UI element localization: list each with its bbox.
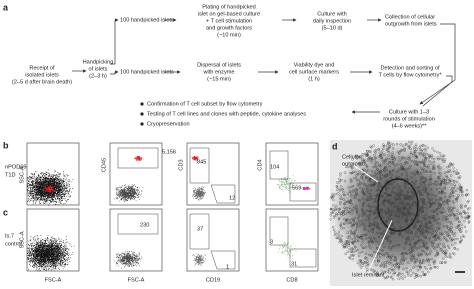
gate [289, 248, 317, 268]
step-label: daily inspection [313, 18, 351, 24]
step-label: rounds of stimulation [383, 116, 435, 122]
bullet-dots [140, 102, 144, 126]
bullet-text: Confirmation of T cell subset by flow cy… [147, 101, 263, 107]
panel-label: d [332, 141, 338, 151]
step-label: and growth factors [206, 25, 252, 31]
panel-label: b [3, 140, 9, 150]
step-label: 100 handpicked islets [120, 69, 174, 75]
step-label: (~15 min) [207, 76, 231, 82]
dots [301, 186, 311, 191]
step-label: 100 handpicked islets [120, 17, 174, 23]
plot-frame [186, 208, 240, 272]
step-label: of islets [89, 66, 108, 72]
flow-plots [26, 142, 319, 272]
axis-label: FSC-A [128, 277, 145, 283]
gate-count: 1 [226, 264, 229, 270]
dots [44, 185, 55, 193]
micrograph [329, 140, 472, 286]
step-label: cell surface markers [289, 69, 339, 75]
gate [117, 213, 159, 235]
gate-count: 3 [270, 239, 273, 245]
gate-count: 12 [229, 195, 235, 201]
gate-count: 230 [140, 222, 149, 228]
bullet-text: Testing of T cell lines and clones with … [147, 111, 306, 117]
gate-count: 845 [197, 159, 206, 165]
texts: a 100 handpicked islets Collection of ce… [3, 2, 442, 283]
step-label: islet on gel-based culture [198, 11, 260, 17]
axis-label: CD3 [178, 159, 184, 170]
axis-label: SSC-A [19, 166, 25, 183]
gate [117, 147, 159, 169]
step-label: (2–3 h) [89, 73, 107, 79]
gate [210, 184, 236, 204]
step-label: (2–5 d after brain death) [12, 79, 72, 85]
dots [114, 251, 142, 269]
step-label: outgrowth from islets [385, 21, 437, 27]
step-label: with enzyme [202, 69, 234, 75]
axis-label: FSC-A [45, 277, 62, 283]
plot-frame [265, 208, 319, 272]
step-label: Receipt of [29, 65, 55, 71]
dots [114, 183, 144, 202]
annotation: outgrowth [342, 161, 367, 167]
sample-label: Is.7 [5, 233, 14, 239]
step-label: Viability dye and [294, 62, 335, 68]
dots [191, 156, 199, 161]
step-label: Collection of cellular [385, 14, 435, 20]
gate [269, 216, 289, 246]
plot-frame [265, 142, 319, 206]
step-label: (4–6 weeks)** [392, 123, 428, 129]
step-label: isolated islets [25, 72, 59, 78]
step-label: Plating of handpicked [202, 4, 256, 10]
sample-label: control [5, 241, 22, 247]
gate-count: 569 [292, 185, 301, 191]
gate-count: 31 [291, 261, 297, 267]
step-label: Culture with 1–3 [389, 109, 429, 115]
dots [278, 242, 297, 258]
axis-label: CD19 [206, 277, 220, 283]
panel-label: a [3, 2, 9, 12]
step-label: (1 h) [308, 76, 320, 82]
dots [192, 186, 206, 201]
cells [329, 140, 471, 281]
step-label: (5–10 d) [322, 25, 343, 31]
gate-count: 37 [197, 226, 203, 232]
gate-count: 104 [270, 164, 279, 170]
gate [189, 213, 210, 250]
step-label: (~10 min) [217, 32, 241, 38]
gate [269, 150, 289, 180]
step-label: T cells by flow cytometry* [379, 72, 443, 78]
sample-label: T1D [5, 172, 16, 178]
axis-label: CD4 [257, 159, 263, 170]
gate [189, 147, 210, 184]
step-label: Handpicking [83, 59, 114, 65]
gate [289, 182, 317, 202]
step-label: Culture with [317, 11, 347, 17]
annotation: Islet remnant [352, 272, 385, 278]
dots [276, 175, 297, 193]
annotation: Cellular [342, 154, 361, 160]
step-label: Dispersal of islets [197, 62, 241, 68]
axis-label: CD45 [101, 158, 107, 172]
dots [192, 253, 206, 267]
dots [27, 235, 75, 272]
bullet-text: Cryopreservation [147, 121, 190, 127]
sample-label: nPOD69 [5, 164, 26, 170]
flow-arrows [72, 18, 456, 114]
panel-label: c [3, 207, 8, 217]
gate [210, 250, 236, 270]
gate-count: 5,156 [162, 149, 176, 155]
step-label: Detection and sorting of [380, 65, 440, 71]
step-label: + T cell stimulation [206, 18, 252, 24]
axis-label: CD8 [286, 277, 297, 283]
axis-label: SSC-A [19, 231, 25, 248]
dots [134, 155, 144, 162]
